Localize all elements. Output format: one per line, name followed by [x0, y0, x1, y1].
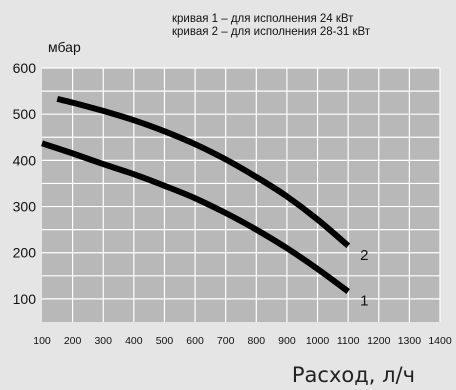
y-axis-title: мбар	[48, 39, 81, 55]
y-tick-label: 400	[13, 152, 37, 168]
x-axis-title: Расход, л/ч	[292, 363, 415, 387]
y-tick-label: 100	[13, 291, 37, 307]
x-tick-label: 1200	[367, 335, 391, 347]
plot-area	[42, 68, 440, 322]
x-tick-label: 300	[94, 335, 112, 347]
x-tick-label: 1100	[337, 335, 360, 347]
x-tick-label: 100	[33, 335, 51, 347]
curve-series-2	[56, 95, 351, 249]
x-tick-label: 800	[248, 335, 266, 347]
x-tick-label: 900	[278, 335, 296, 347]
x-tick-label: 600	[186, 335, 204, 347]
x-tick-label: 500	[156, 335, 174, 347]
x-tick-label: 1300	[398, 335, 422, 347]
y-tick-label: 200	[13, 245, 37, 261]
x-tick-label: 1000	[306, 335, 330, 347]
legend-entry: кривая 1 – для исполнения 24 кВт	[172, 13, 354, 25]
curve-series-1	[41, 140, 350, 294]
x-tick-label: 400	[125, 335, 143, 347]
legend-entry: кривая 2 – для исполнения 28-31 кВт	[172, 26, 371, 38]
curve-label-2: 2	[360, 247, 368, 264]
y-tick-label: 300	[13, 199, 37, 215]
x-tick-label: 200	[64, 335, 82, 347]
x-tick-label: 700	[217, 335, 235, 347]
y-tick-label: 500	[13, 106, 37, 122]
y-tick-label: 600	[13, 60, 37, 76]
x-tick-label: 1400	[428, 335, 452, 347]
curve-label-1: 1	[360, 293, 368, 310]
